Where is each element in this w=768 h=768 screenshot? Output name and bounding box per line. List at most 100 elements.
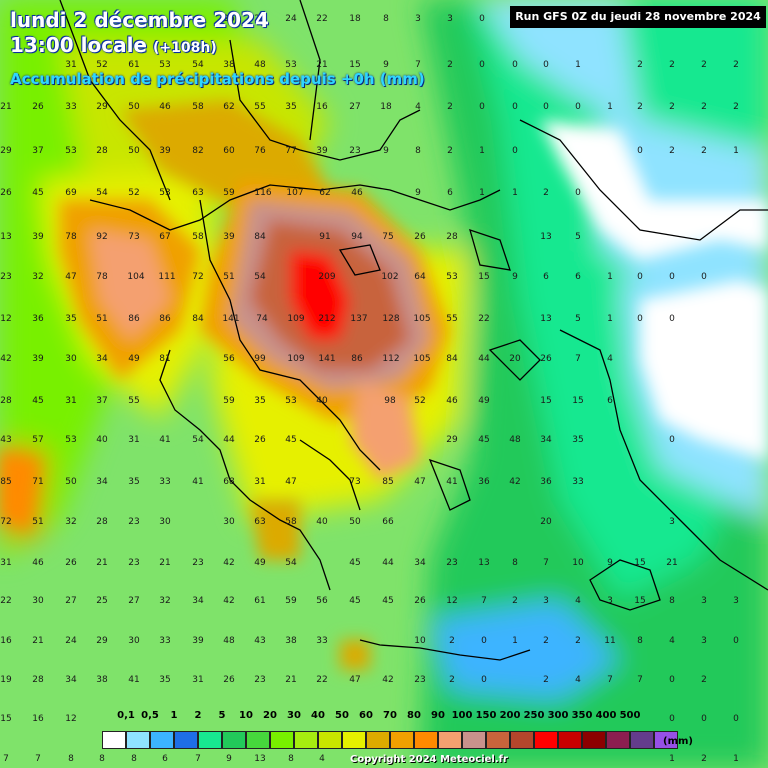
map-value: 141 [318, 354, 336, 364]
map-value: 8 [99, 754, 105, 764]
map-value: 41 [192, 477, 204, 487]
map-value: 51 [32, 517, 44, 527]
map-value: 28 [96, 517, 108, 527]
map-value: 111 [158, 272, 176, 282]
map-value: 21 [316, 60, 328, 70]
map-value: 6 [543, 272, 549, 282]
map-value: 24 [65, 636, 77, 646]
map-value: 26 [414, 596, 426, 606]
map-value: 63 [192, 188, 204, 198]
map-value: 45 [478, 435, 490, 445]
legend-swatch [102, 731, 126, 749]
map-value: 30 [65, 354, 77, 364]
map-value: 6 [607, 396, 613, 406]
forecast-time-label: 13:00 locale [10, 33, 147, 57]
map-value: 2 [701, 754, 707, 764]
map-value: 39 [32, 232, 44, 242]
map-value: 31 [192, 675, 204, 685]
map-value: 45 [349, 558, 361, 568]
legend-tick: 5 [218, 710, 226, 721]
map-value: 3 [669, 517, 675, 527]
map-value: 0 [543, 60, 549, 70]
map-value: 43 [0, 435, 12, 445]
legend-tick: 400 [595, 710, 617, 721]
map-value: 34 [96, 477, 108, 487]
map-value: 20 [509, 354, 521, 364]
map-value: 0 [512, 102, 518, 112]
legend-tick: 300 [547, 710, 569, 721]
map-value: 42 [223, 596, 235, 606]
map-value: 137 [350, 314, 368, 324]
map-value: 69 [65, 188, 77, 198]
map-value: 53 [159, 60, 171, 70]
map-value: 57 [32, 435, 44, 445]
map-value: 49 [478, 396, 490, 406]
legend-tick: 500 [619, 710, 641, 721]
map-value: 58 [285, 517, 297, 527]
map-value: 28 [32, 675, 44, 685]
map-value: 15 [634, 596, 646, 606]
map-value: 77 [285, 146, 297, 156]
map-value: 22 [0, 596, 12, 606]
map-value: 141 [222, 314, 240, 324]
map-value: 2 [733, 102, 739, 112]
map-value: 42 [509, 477, 521, 487]
map-value: 35 [65, 314, 77, 324]
map-value: 2 [637, 60, 643, 70]
map-value: 36 [32, 314, 44, 324]
map-value: 31 [65, 396, 77, 406]
map-value: 47 [65, 272, 77, 282]
map-value: 55 [446, 314, 458, 324]
map-value: 0 [575, 102, 581, 112]
map-value: 1 [479, 188, 485, 198]
map-value: 3 [447, 14, 453, 24]
legend-tick: 0,1 [117, 710, 135, 721]
coastline-outline [59, 0, 768, 661]
legend-swatch [630, 731, 654, 749]
legend-tick: 2 [194, 710, 202, 721]
map-value: 23 [446, 558, 458, 568]
map-value: 13 [254, 754, 266, 764]
map-value: 2 [701, 102, 707, 112]
map-value: 84 [192, 314, 204, 324]
map-value: 30 [32, 596, 44, 606]
map-value: 46 [159, 102, 171, 112]
map-value: 9 [226, 754, 232, 764]
map-value: 7 [607, 675, 613, 685]
map-value: 16 [0, 636, 12, 646]
forecast-date: lundi 2 décembre 2024 [10, 8, 269, 32]
legend-swatch [174, 731, 198, 749]
map-value: 23 [128, 517, 140, 527]
map-value: 22 [316, 675, 328, 685]
map-value: 13 [478, 558, 490, 568]
legend-swatch [414, 731, 438, 749]
map-value: 35 [254, 396, 266, 406]
map-value: 2 [543, 188, 549, 198]
map-value: 35 [159, 675, 171, 685]
map-value: 9 [607, 558, 613, 568]
map-value: 53 [65, 146, 77, 156]
map-value: 1 [607, 314, 613, 324]
map-value: 19 [0, 675, 12, 685]
map-value: 13 [540, 314, 552, 324]
legend-swatch [582, 731, 606, 749]
legend-swatch [390, 731, 414, 749]
map-value: 39 [223, 232, 235, 242]
legend-swatch [558, 731, 582, 749]
map-value: 0 [637, 272, 643, 282]
map-value: 73 [349, 477, 361, 487]
map-value: 3 [415, 14, 421, 24]
map-value: 55 [254, 102, 266, 112]
map-value: 2 [733, 60, 739, 70]
map-value: 6 [162, 754, 168, 764]
map-value: 52 [96, 60, 108, 70]
map-value: 36 [478, 477, 490, 487]
legend-swatch [198, 731, 222, 749]
map-value: 48 [509, 435, 521, 445]
map-value: 6 [447, 188, 453, 198]
map-value: 3 [607, 596, 613, 606]
map-value: 7 [543, 558, 549, 568]
map-value: 0 [479, 102, 485, 112]
map-value: 9 [512, 272, 518, 282]
map-value: 4 [575, 675, 581, 685]
